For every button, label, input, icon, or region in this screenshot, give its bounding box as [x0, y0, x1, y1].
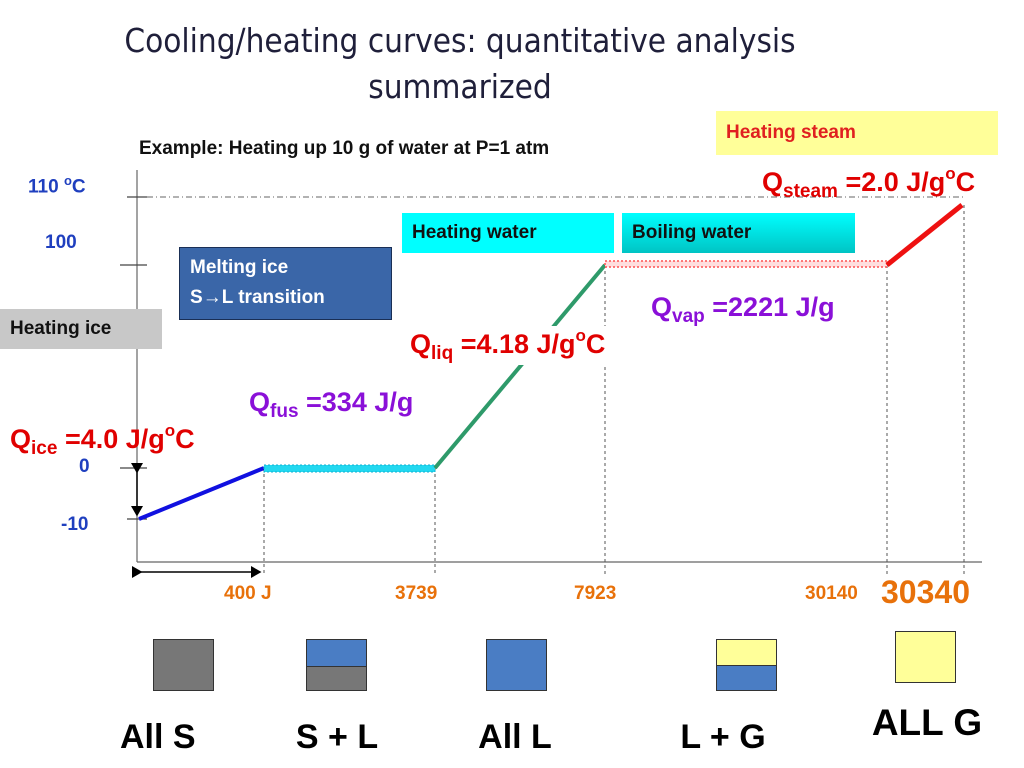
state-label-s-l: S + L [295, 718, 379, 756]
q-liq-label: Qliq =4.18 J/goC [410, 326, 612, 365]
segment-heating-water [433, 263, 607, 470]
boiling-water-box: Boiling water [622, 213, 855, 253]
state-label-all-s: All S [120, 718, 196, 756]
state-label-all-l: All L [478, 718, 552, 756]
q-steam-label: Qsteam =2.0 J/goC [762, 164, 976, 202]
y-label-0: 0 [79, 456, 90, 477]
x-label-30340: 30340 [881, 574, 970, 610]
page-title: Cooling/heating curves: quantitative ana… [60, 18, 860, 110]
state-label-l-g: L + G [680, 718, 766, 756]
q-vap-label: Qvap =2221 J/g [651, 292, 835, 327]
y-label-100: 100 [45, 232, 77, 253]
state-all-solid-icon [153, 639, 214, 691]
state-all-gas-icon [895, 631, 956, 683]
state-label-all-g: ALL G [871, 702, 983, 743]
segment-boiling-water [604, 260, 888, 268]
x-label-7923: 7923 [574, 583, 617, 604]
q-ice-label: Qice =4.0 J/goC [10, 421, 195, 459]
y-label-110: 110 oC [28, 173, 86, 198]
heating-steam-box: Heating steam [716, 111, 998, 155]
state-all-liquid-icon [486, 639, 547, 691]
right-arrow-icon: → [202, 287, 222, 308]
x-label-30140: 30140 [805, 583, 858, 604]
q-fus-label: Qfus =334 J/g [249, 387, 414, 422]
melting-ice-line-1: Melting ice [190, 257, 289, 278]
example-caption: Example: Heating up 10 g of water at P=1… [139, 138, 550, 159]
state-liquid-gas-icon [716, 639, 777, 691]
heating-water-box: Heating water [402, 213, 614, 253]
title-line-1: Cooling/heating curves: quantitative ana… [124, 21, 796, 60]
x-label-3739: 3739 [395, 583, 438, 604]
segment-melting-ice [263, 464, 436, 473]
melting-ice-line-2: S→L transition [190, 287, 325, 308]
y-label-minus-10: -10 [61, 514, 89, 535]
heating-ice-box: Heating ice [0, 309, 162, 349]
melting-ice-box: Melting ice S→L transition [179, 247, 392, 320]
title-line-2: summarized [368, 67, 552, 106]
state-solid-liquid-icon [306, 639, 367, 691]
segment-heating-ice [138, 466, 265, 521]
x-label-400: 400 J [224, 583, 272, 604]
segment-heating-steam [885, 203, 964, 267]
